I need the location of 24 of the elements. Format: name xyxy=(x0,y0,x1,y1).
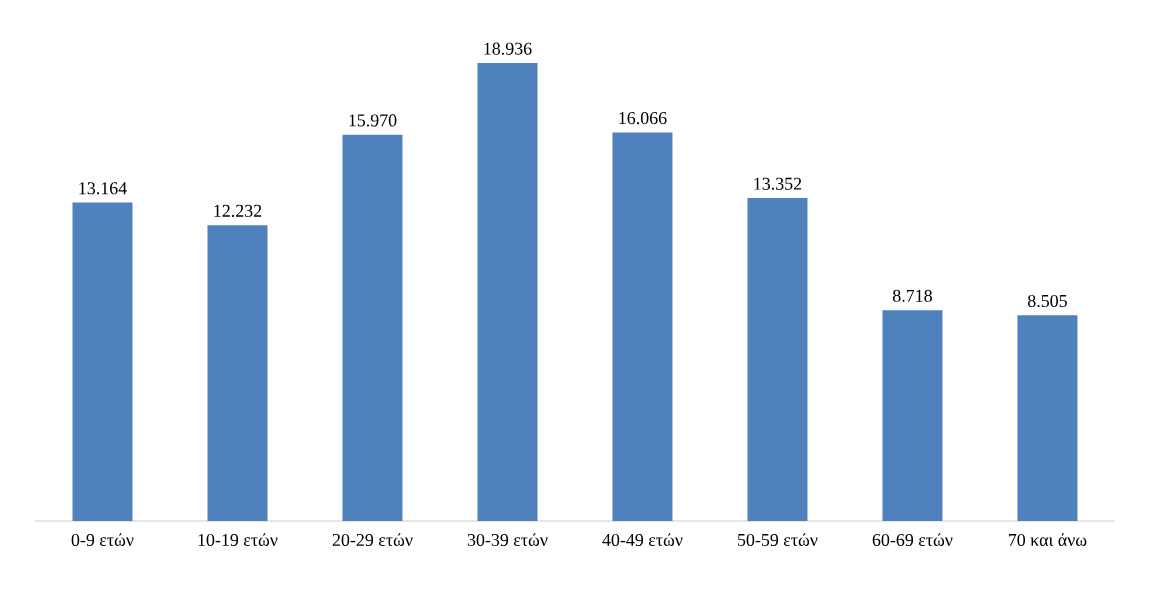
data-label: 16.066 xyxy=(619,112,667,125)
data-label: 15.970 xyxy=(349,114,397,127)
bar xyxy=(747,198,808,521)
data-label: 8.505 xyxy=(1027,294,1067,308)
bar xyxy=(1017,315,1078,521)
x-tick-label: 30-39 ετών xyxy=(467,533,548,546)
data-label: 8.718 xyxy=(892,289,932,302)
bar xyxy=(882,310,943,521)
bar xyxy=(72,202,133,521)
x-tick-label: 60-69 ετών xyxy=(872,533,953,546)
x-tick-label: 20-29 ετών xyxy=(332,533,413,546)
data-label: 12.232 xyxy=(214,204,262,217)
bar xyxy=(207,225,268,521)
x-tick-label: 70 και άνω xyxy=(1008,533,1087,546)
bar xyxy=(612,132,673,521)
x-tick-label: 0-9 ετών xyxy=(71,533,134,546)
x-tick-label: 10-19 ετών xyxy=(198,533,278,546)
x-tick-label: 40-49 ετών xyxy=(602,533,683,546)
x-tick-label: 50-59 ετών xyxy=(738,533,818,546)
bar xyxy=(477,63,538,521)
bar xyxy=(342,134,403,521)
data-label: 18.936 xyxy=(484,42,532,55)
data-label: 13.164 xyxy=(79,182,127,195)
data-label: 13.352 xyxy=(754,177,802,190)
